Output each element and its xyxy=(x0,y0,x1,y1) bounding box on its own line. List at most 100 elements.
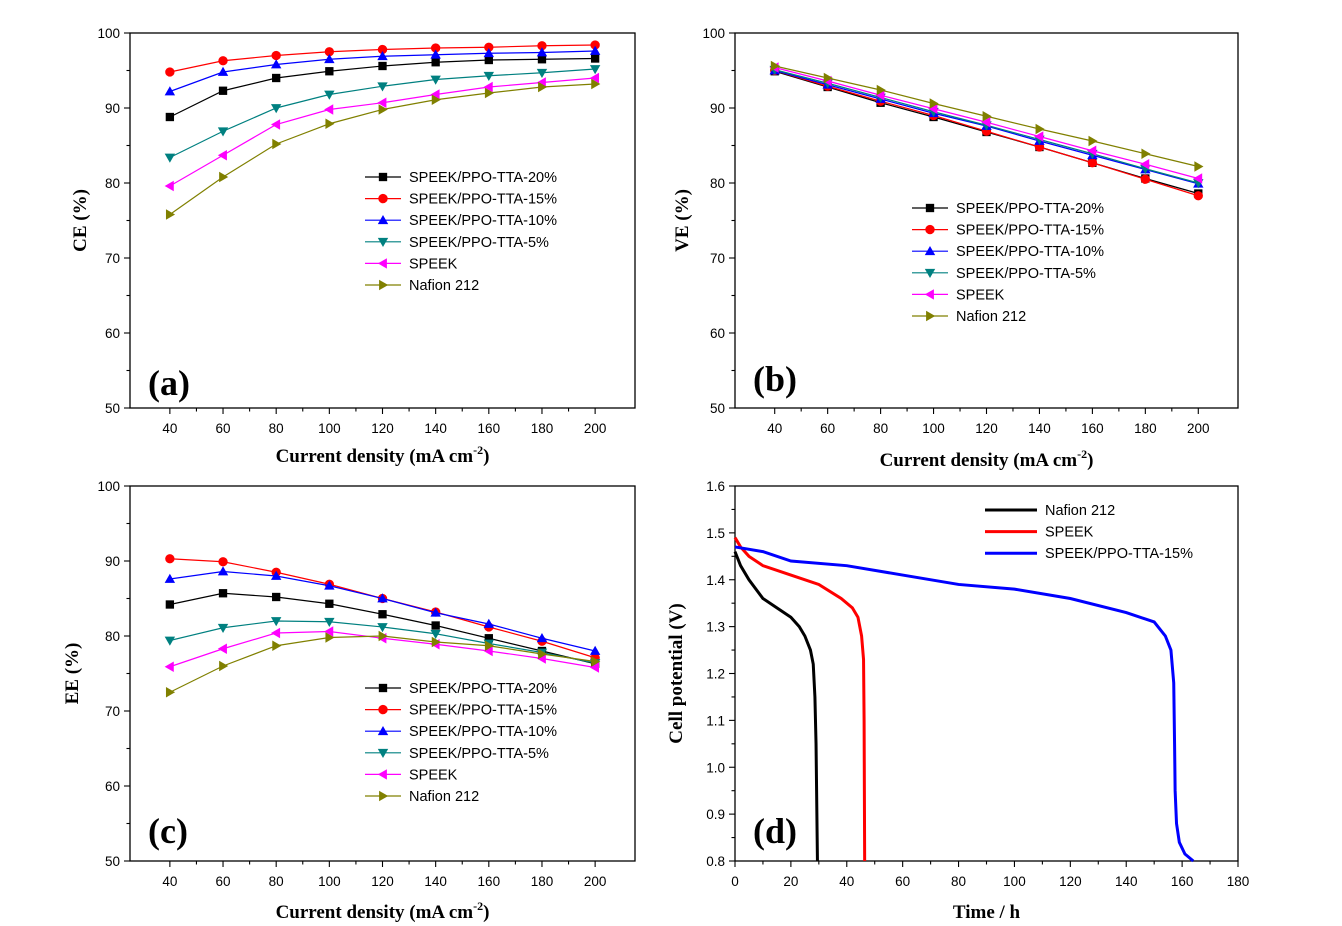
data-point xyxy=(378,104,388,115)
y-tick-label: 60 xyxy=(105,326,120,341)
data-point xyxy=(378,630,388,642)
plot-frame xyxy=(129,485,636,862)
y-tick-label: 50 xyxy=(105,401,120,416)
x-tick-label: 80 xyxy=(269,421,284,436)
x-tick-label: 120 xyxy=(975,421,998,436)
data-point xyxy=(164,661,174,672)
data-point xyxy=(1193,191,1203,201)
data-point xyxy=(483,618,495,628)
data-point xyxy=(430,49,441,59)
series-3 xyxy=(769,65,1204,189)
data-point xyxy=(324,617,335,627)
x-tick-label: 60 xyxy=(216,874,231,889)
x-tick-label: 60 xyxy=(216,421,231,436)
series-1 xyxy=(733,536,867,862)
data-point xyxy=(431,94,441,105)
legend-label: SPEEK/PPO-TTA-20% xyxy=(409,170,557,186)
x-tick-label: 140 xyxy=(1115,874,1138,889)
y-tick-label: 90 xyxy=(105,101,120,116)
x-tick-label: 60 xyxy=(820,421,835,436)
data-point xyxy=(770,60,780,72)
legend-label: SPEEK/PPO-TTA-20% xyxy=(409,681,557,697)
data-point xyxy=(1140,174,1151,184)
data-point xyxy=(536,68,548,78)
data-point xyxy=(1193,173,1203,184)
data-point xyxy=(430,629,441,639)
y-tick-label: 1.0 xyxy=(706,760,725,775)
data-point xyxy=(483,81,493,93)
data-point xyxy=(1087,145,1097,156)
data-point xyxy=(324,104,334,115)
y-tick-label: 100 xyxy=(97,479,120,494)
data-point xyxy=(982,111,992,122)
legend-marker xyxy=(378,172,388,182)
x-tick-label: 200 xyxy=(584,421,607,436)
legend-marker xyxy=(378,193,388,204)
x-tick-label: 80 xyxy=(269,874,284,889)
y-tick-label: 0.9 xyxy=(706,807,725,822)
series-line xyxy=(733,536,867,862)
y-tick-label: 70 xyxy=(105,251,120,266)
series-1 xyxy=(770,65,1203,201)
y-tick-label: 1.3 xyxy=(706,620,725,635)
y-tick-label: 70 xyxy=(710,251,725,266)
data-point xyxy=(484,640,495,651)
data-point xyxy=(929,98,939,109)
data-point xyxy=(928,103,938,114)
data-point xyxy=(324,47,335,57)
data-point xyxy=(219,660,229,672)
legend-label: SPEEK xyxy=(409,767,458,783)
series-0 xyxy=(165,54,600,122)
data-point xyxy=(430,89,440,100)
data-point xyxy=(431,58,440,67)
series-2 xyxy=(164,566,601,655)
y-tick-label: 1.1 xyxy=(706,713,725,728)
panel-label: (c) xyxy=(148,811,188,851)
series-line xyxy=(733,551,819,862)
x-tick-label: 140 xyxy=(424,874,447,889)
series-0 xyxy=(733,551,819,862)
data-point xyxy=(589,45,601,55)
legend-label: SPEEK xyxy=(956,287,1005,303)
data-point xyxy=(325,599,334,608)
data-point xyxy=(165,687,176,698)
legend-marker xyxy=(377,258,387,269)
y-tick-label: 90 xyxy=(105,554,120,569)
x-tick-label: 200 xyxy=(1187,421,1210,436)
y-axis-title: CE (%) xyxy=(70,189,91,252)
legend: Nafion 212 SPEEK SPEEK/PPO-TTA-15% xyxy=(985,503,1193,562)
data-point xyxy=(823,72,833,84)
data-point xyxy=(378,610,387,619)
series-1 xyxy=(165,40,600,77)
x-tick-label: 20 xyxy=(783,874,798,889)
data-point xyxy=(538,81,548,93)
x-tick-label: 80 xyxy=(951,874,966,889)
panel-a-ce-chart: 40 60 80 100 120 140 160 180 200 50 60 70 80 90 100 Cur… xyxy=(70,26,636,467)
series-5 xyxy=(165,78,601,220)
data-point xyxy=(218,86,228,95)
legend-label: SPEEK/PPO-TTA-15% xyxy=(409,703,557,719)
data-point xyxy=(1141,148,1151,159)
series-3 xyxy=(164,65,601,163)
data-point xyxy=(591,78,601,90)
panel-label: (b) xyxy=(753,359,797,399)
legend-marker xyxy=(924,246,936,256)
x-axis-title: Current density (mA cm-2) xyxy=(276,899,490,923)
legend-label: SPEEK xyxy=(409,256,458,272)
data-point xyxy=(981,117,991,128)
series-3 xyxy=(164,617,601,669)
data-point xyxy=(164,153,176,163)
data-point xyxy=(377,593,388,603)
data-point xyxy=(589,662,600,673)
data-point xyxy=(325,118,335,129)
data-point xyxy=(272,138,282,150)
y-tick-label: 80 xyxy=(105,176,120,191)
data-point xyxy=(377,51,388,61)
legend: SPEEK/PPO-TTA-20% SPEEK/PPO-TTA-15% SPEEK/… xyxy=(912,201,1104,325)
legend-marker xyxy=(926,310,936,322)
plot-frame xyxy=(734,32,1239,409)
data-point xyxy=(165,112,175,122)
y-tick-label: 90 xyxy=(710,101,725,116)
data-point xyxy=(270,59,282,69)
